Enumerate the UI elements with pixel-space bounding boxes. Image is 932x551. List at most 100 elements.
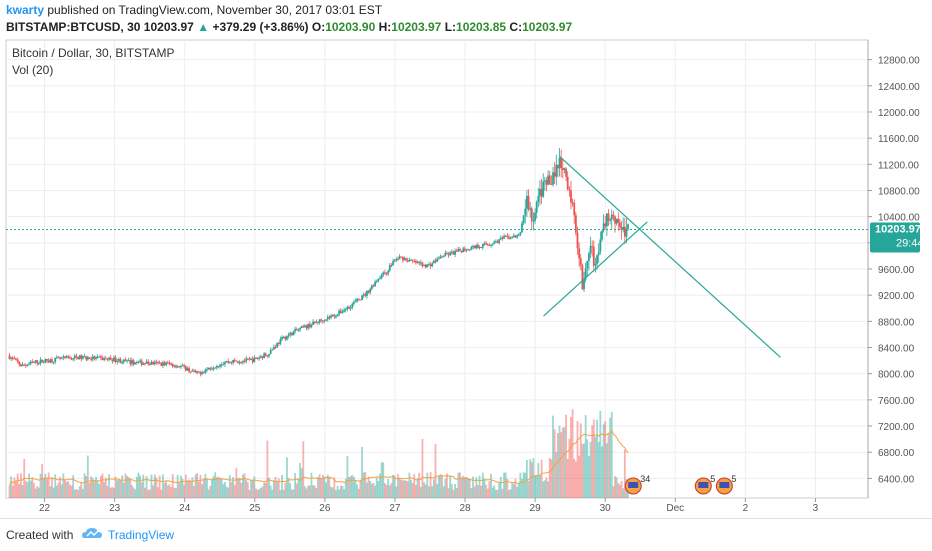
series-title[interactable]: Bitcoin / Dollar, 30, BITSTAMP [12, 46, 175, 60]
candle-body [181, 365, 184, 367]
volume-bar [168, 484, 171, 498]
volume-bar [60, 484, 63, 498]
volume-bar [52, 487, 55, 498]
candle-body [610, 214, 613, 220]
candle-body [588, 253, 590, 262]
volume-bar [537, 462, 540, 498]
x-tick-label: 24 [179, 503, 191, 514]
candle-body [165, 362, 168, 366]
candle-body [47, 360, 50, 363]
price-tag-bg [870, 222, 920, 253]
event-marker-1[interactable]: 34 [624, 474, 650, 495]
candle-body [11, 357, 14, 359]
volume-bar [132, 487, 135, 498]
candle-body [566, 176, 569, 190]
candle-body [583, 279, 585, 290]
candle-body [602, 223, 605, 231]
volume-bar [253, 476, 256, 498]
volume-bar [545, 477, 548, 498]
volume-bar [36, 486, 39, 498]
volume-bar [410, 479, 412, 498]
author-link[interactable]: kwarty [6, 3, 45, 17]
y-tick-label: 8000.00 [878, 370, 915, 381]
tradingview-brand[interactable]: TradingView [108, 528, 175, 542]
volume-bar [436, 483, 439, 498]
candle-body [410, 259, 412, 261]
volume-bar [31, 477, 34, 498]
candle-body [317, 321, 319, 323]
volume-bar [369, 481, 372, 498]
y-tick-label: 12400.00 [878, 82, 920, 93]
candle-body [60, 357, 63, 359]
candle-body [573, 202, 576, 216]
volume-bar [8, 486, 11, 498]
candle-body [530, 208, 533, 221]
x-tick-label: 27 [389, 503, 401, 514]
volume-bar [284, 483, 287, 498]
volume-bar [539, 475, 541, 498]
volume-bar [351, 475, 354, 498]
candle-body [318, 319, 321, 323]
volume-bar [432, 479, 435, 498]
event-marker-2[interactable]: 5 [694, 474, 715, 495]
candle-body [517, 234, 520, 236]
candle-body [39, 359, 42, 364]
volume-bar [290, 489, 293, 498]
volume-bar [37, 487, 40, 498]
candle-body [41, 359, 44, 363]
volume-bar [346, 455, 349, 498]
candle-body [511, 236, 514, 239]
candle-body [519, 232, 522, 235]
candle-body [568, 189, 571, 191]
volume-bar [328, 476, 331, 498]
volume-bar [215, 477, 218, 498]
candle-body [470, 246, 473, 250]
open-label: O: [311, 20, 326, 34]
candle-body [287, 334, 290, 337]
volume-bar [240, 482, 243, 498]
candle-body [452, 251, 455, 255]
candle-body [222, 364, 225, 366]
close-value: 10203.97 [522, 20, 573, 34]
candle-body [403, 258, 406, 261]
candle-body [77, 357, 79, 360]
y-tick-label: 9600.00 [878, 265, 915, 276]
volume-bar [586, 439, 589, 498]
candle-body [579, 258, 582, 266]
volume-bar [263, 482, 266, 498]
candle-body [75, 355, 78, 358]
time-axis[interactable]: 22 23 24 25 26 27 28 29 30 Dec 2 3 [39, 498, 819, 514]
volume-bar [111, 486, 114, 498]
event-marker-3[interactable]: 5 [715, 474, 736, 495]
volume-bar [237, 478, 239, 498]
candle-body [196, 371, 199, 373]
volume-bar [217, 476, 220, 498]
lower-trendline[interactable] [543, 221, 648, 317]
volume-legend[interactable]: Vol (20) [12, 63, 54, 77]
candle-body [230, 361, 233, 363]
candle-body [233, 359, 236, 361]
candle-body [122, 359, 125, 363]
volume-bar [287, 477, 290, 498]
volume-bar [33, 482, 35, 498]
volume-bar [315, 487, 318, 498]
volume-bar [297, 478, 300, 498]
price-axis[interactable]: 12800.00 12400.00 12000.00 11600.00 11200.00… [867, 40, 920, 498]
volume-bar [171, 474, 174, 498]
volume-bar [242, 474, 244, 498]
candle-body [207, 367, 210, 370]
candle-body [472, 245, 474, 247]
candle-body [597, 251, 600, 256]
volume-bar [596, 419, 598, 498]
candle-body [179, 366, 182, 368]
price-chart[interactable]: 12800.00 12400.00 12000.00 11600.00 11200.00… [0, 38, 932, 518]
candle-body [95, 357, 97, 360]
volume-bar [498, 481, 501, 498]
volume-bar [181, 478, 184, 498]
candle-body [175, 365, 177, 368]
volume-bar [238, 477, 241, 498]
candle-body [153, 361, 156, 365]
volume-bar [387, 478, 390, 498]
upper-trendline[interactable] [559, 156, 781, 358]
volume-bar [499, 476, 502, 498]
